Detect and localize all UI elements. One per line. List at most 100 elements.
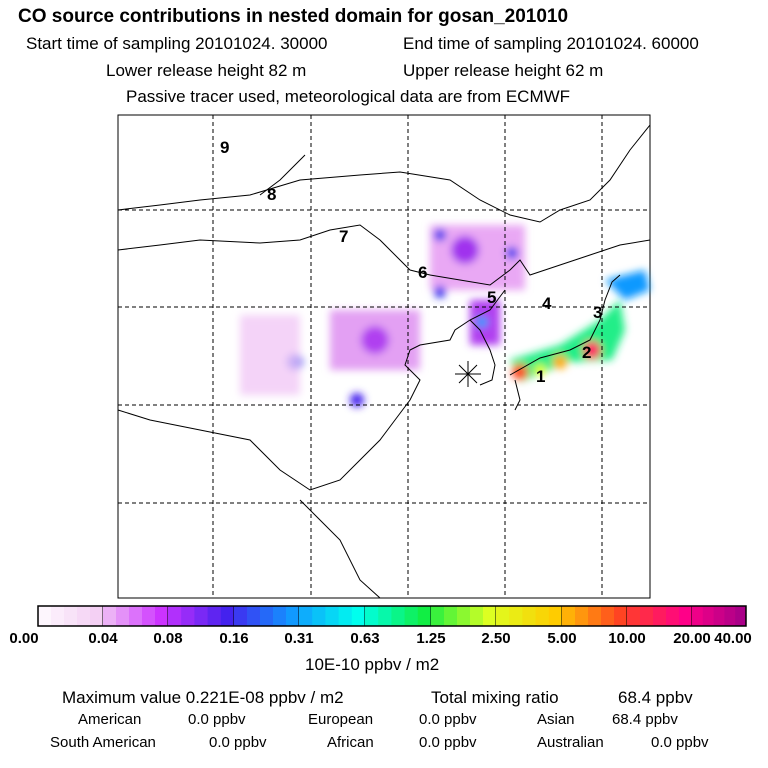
- colorbar-swatch: [509, 606, 523, 626]
- colorbar-tick-label: 0.00: [9, 630, 39, 647]
- colorbar-swatch: [391, 606, 406, 626]
- start-time: Start time of sampling 20101024. 30000: [26, 34, 328, 53]
- american-value: 0.0 ppbv: [188, 711, 246, 728]
- colorbar-swatch: [338, 606, 353, 626]
- colorbar-tick-label: 10.00: [608, 630, 646, 647]
- max-value: Maximum value 0.221E-08 ppbv / m2: [62, 688, 344, 707]
- colorbar-swatch: [207, 606, 222, 626]
- colorbar-swatch: [299, 606, 313, 626]
- south-american-label: South American: [50, 734, 156, 751]
- colorbar-swatch: [378, 606, 392, 626]
- colorbar-swatch: [588, 606, 602, 626]
- colorbar-swatch: [77, 606, 91, 626]
- colorbar-swatch: [548, 606, 563, 626]
- upper-release-height: Upper release height 62 m: [403, 61, 604, 80]
- colorbar-swatch: [735, 606, 747, 626]
- colorbar-swatch: [470, 606, 484, 626]
- region-label-2: 2: [582, 343, 591, 362]
- total-mixing-label: Total mixing ratio: [431, 688, 559, 707]
- tracer-note: Passive tracer used, meteorological data…: [126, 87, 571, 106]
- colorbar-tick-label: 0.08: [153, 630, 183, 647]
- colorbar-tick-label: 2.50: [481, 630, 511, 647]
- south-american-value: 0.0 ppbv: [209, 734, 267, 751]
- colorbar-swatch: [640, 606, 654, 626]
- colorbar-swatch: [702, 606, 715, 626]
- colorbar-swatch: [404, 606, 419, 626]
- colorbar-swatch: [351, 606, 366, 626]
- colorbar-swatch: [522, 606, 537, 626]
- plume-overlay: [240, 225, 650, 407]
- asian-label: Asian: [537, 711, 575, 728]
- asian-value: 68.4 ppbv: [612, 711, 678, 728]
- region-label-8: 8: [267, 185, 276, 204]
- colorbar-swatch: [273, 606, 287, 626]
- region-label-3: 3: [593, 303, 602, 322]
- colorbar-swatch: [181, 606, 195, 626]
- lower-release-height: Lower release height 82 m: [106, 61, 307, 80]
- colorbar-tick-label: 20.00: [673, 630, 711, 647]
- colorbar-tick-label: 0.04: [88, 630, 118, 647]
- colorbar-tick-label: 5.00: [547, 630, 577, 647]
- colorbar-swatch: [38, 606, 52, 626]
- colorbar-swatch: [247, 606, 261, 626]
- colorbar-swatch: [562, 606, 576, 626]
- colorbar-swatch: [155, 606, 169, 626]
- coastlines: [117, 124, 651, 599]
- african-label: African: [327, 734, 374, 751]
- colorbar-swatch: [90, 606, 104, 626]
- colorbar-swatch: [692, 606, 704, 626]
- colorbar-swatch: [64, 606, 78, 626]
- colorbar-swatch: [220, 606, 235, 626]
- region-label-6: 6: [418, 263, 427, 282]
- american-label: American: [78, 711, 142, 728]
- australian-value: 0.0 ppbv: [651, 734, 709, 751]
- colorbar-swatch: [483, 606, 497, 626]
- colorbar-swatch: [234, 606, 248, 626]
- colorbar: [37, 605, 747, 627]
- colorbar-swatch: [194, 606, 209, 626]
- colorbar-swatch: [535, 606, 550, 626]
- receptor-asterisk-icon: [455, 361, 481, 387]
- european-label: European: [308, 711, 374, 728]
- colorbar-tick-label: 0.16: [219, 630, 249, 647]
- australian-label: Australian: [537, 734, 604, 751]
- colorbar-swatch: [575, 606, 589, 626]
- colorbar-tick-label: 1.25: [416, 630, 446, 647]
- chart-title: CO source contributions in nested domain…: [18, 6, 569, 27]
- colorbar-frame: [37, 605, 747, 627]
- colorbar-tick-label: 40.00: [714, 630, 752, 647]
- region-label-1: 1: [536, 367, 545, 386]
- colorbar-swatch: [365, 606, 379, 626]
- colorbar-swatch: [168, 606, 182, 626]
- colorbar-swatch: [614, 606, 628, 626]
- total-mixing-value: 68.4 ppbv: [618, 688, 693, 707]
- colorbar-swatch: [129, 606, 143, 626]
- colorbar-swatch: [51, 606, 65, 626]
- colorbar-swatch: [679, 606, 693, 626]
- colorbar-swatch: [724, 606, 736, 626]
- grid-lines: [118, 115, 650, 598]
- colorbar-swatch: [260, 606, 274, 626]
- colorbar-swatch: [417, 606, 432, 626]
- colorbar-swatch: [444, 606, 458, 626]
- colorbar-swatch: [627, 606, 641, 626]
- region-label-5: 5: [487, 288, 496, 307]
- region-label-7: 7: [339, 227, 348, 246]
- colorbar-swatch: [312, 606, 326, 626]
- region-label-4: 4: [542, 294, 552, 313]
- colorbar-swatch: [325, 606, 340, 626]
- colorbar-tick-label: 0.31: [284, 630, 314, 647]
- colorbar-swatch: [431, 606, 445, 626]
- colorbar-swatch: [666, 606, 680, 626]
- colorbar-swatch: [457, 606, 471, 626]
- region-label-9: 9: [220, 138, 229, 157]
- african-value: 0.0 ppbv: [419, 734, 477, 751]
- european-value: 0.0 ppbv: [419, 711, 477, 728]
- colorbar-swatch: [142, 606, 156, 626]
- colorbar-swatch: [116, 606, 130, 626]
- colorbar-swatch: [496, 606, 510, 626]
- end-time: End time of sampling 20101024. 60000: [403, 34, 699, 53]
- colorbar-swatch: [103, 606, 117, 626]
- colorbar-unit: 10E-10 ppbv / m2: [305, 655, 440, 674]
